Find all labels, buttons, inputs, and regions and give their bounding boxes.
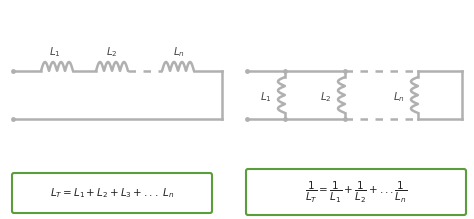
Text: $L_T = L_1 + L_2 + L_3 + ... \ L_n$: $L_T = L_1 + L_2 + L_3 + ... \ L_n$ <box>50 186 174 200</box>
Text: $L_2$: $L_2$ <box>320 90 332 104</box>
Text: $L_1$: $L_1$ <box>260 90 272 104</box>
Text: $L_n$: $L_n$ <box>173 45 185 59</box>
Text: $L_1$: $L_1$ <box>49 45 61 59</box>
Text: $L_2$: $L_2$ <box>106 45 118 59</box>
Text: $L_n$: $L_n$ <box>393 90 405 104</box>
FancyBboxPatch shape <box>12 173 212 213</box>
Text: $\dfrac{1}{L_T} = \dfrac{1}{L_1} + \dfrac{1}{L_2} + ... \dfrac{1}{L_n}$: $\dfrac{1}{L_T} = \dfrac{1}{L_1} + \dfra… <box>305 180 407 205</box>
FancyBboxPatch shape <box>246 169 466 215</box>
